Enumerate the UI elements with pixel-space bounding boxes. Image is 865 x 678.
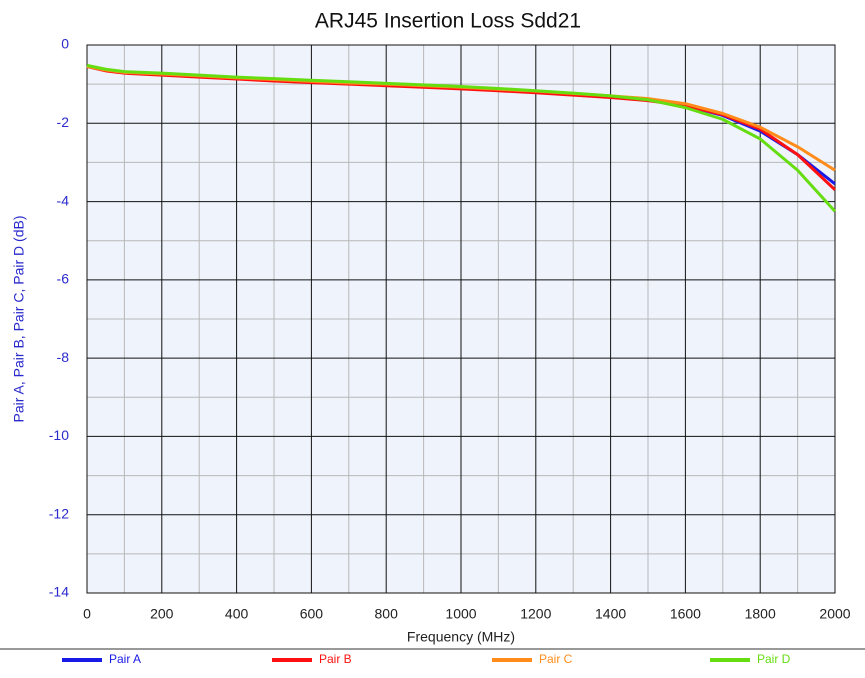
y-tick-label: -12 <box>49 505 69 521</box>
legend-label: Pair C <box>539 652 573 666</box>
y-tick-label: -4 <box>57 192 70 208</box>
x-tick-label: 0 <box>83 606 91 622</box>
y-tick-label: -10 <box>49 427 69 443</box>
x-tick-label: 1600 <box>670 606 701 622</box>
legend-label: Pair B <box>319 652 352 666</box>
x-tick-label: 1800 <box>745 606 776 622</box>
x-tick-label: 2000 <box>819 606 850 622</box>
x-tick-label: 1000 <box>445 606 476 622</box>
x-tick-label: 400 <box>225 606 249 622</box>
x-tick-label: 200 <box>150 606 174 622</box>
series-line <box>86 63 837 213</box>
legend-label: Pair A <box>109 652 141 666</box>
x-tick-label: 600 <box>300 606 324 622</box>
y-tick-label: -14 <box>49 584 69 600</box>
y-tick-label: -8 <box>57 349 70 365</box>
y-tick-label: -6 <box>57 271 70 287</box>
x-axis-label: Frequency (MHz) <box>407 629 515 645</box>
y-axis-label: Pair A, Pair B, Pair C, Pair D (dB) <box>11 216 27 423</box>
y-tick-label: -2 <box>57 114 70 130</box>
legend-label: Pair D <box>757 652 791 666</box>
plot-border <box>86 44 836 594</box>
x-tick-label: 1200 <box>520 606 551 622</box>
y-tick-label: 0 <box>61 36 69 52</box>
x-tick-label: 1400 <box>595 606 626 622</box>
x-tick-label: 800 <box>375 606 399 622</box>
chart-title: ARJ45 Insertion Loss Sdd21 <box>315 10 581 33</box>
